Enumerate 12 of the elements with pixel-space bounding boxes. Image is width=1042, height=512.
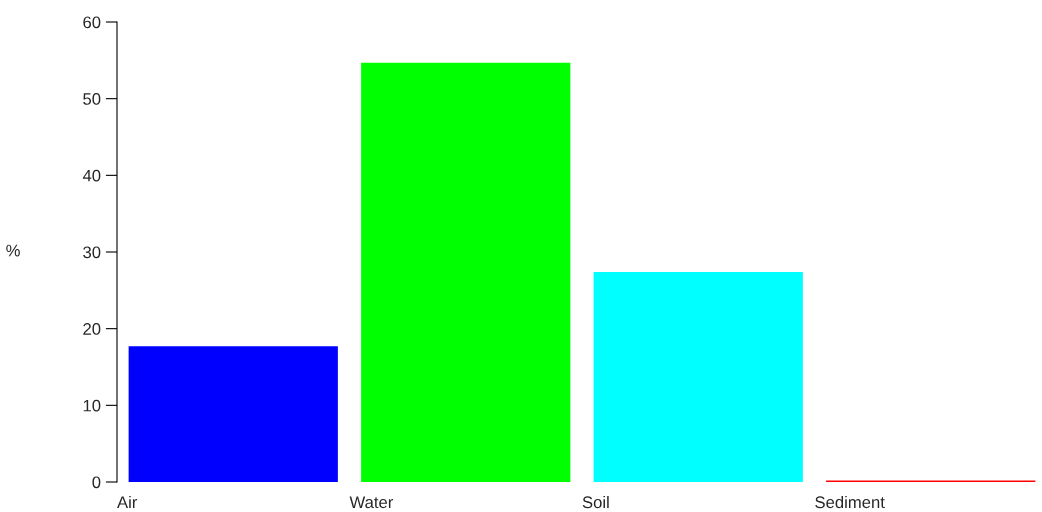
y-tick-label: 40: [82, 169, 101, 182]
x-tick-label: Soil: [582, 495, 609, 509]
y-tick-label: 30: [83, 246, 101, 259]
y-axis-title: %: [6, 244, 20, 257]
y-tick-label: 50: [83, 93, 101, 105]
y-tick-label: 10: [83, 399, 101, 412]
y-tick-label: 60: [83, 16, 101, 29]
x-tick-label: Water: [349, 496, 394, 509]
y-tick-label: 0: [92, 476, 101, 489]
x-tick-label: Air: [117, 495, 138, 508]
x-tick-label: Sediment: [815, 495, 885, 509]
y-tick-label: 20: [83, 323, 101, 335]
